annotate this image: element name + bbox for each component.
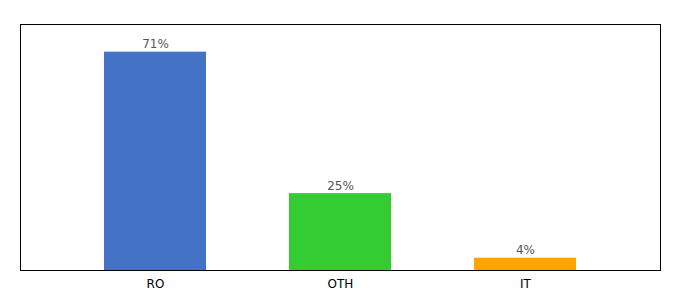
svg-text:71%: 71% bbox=[142, 37, 169, 51]
svg-text:4%: 4% bbox=[516, 243, 535, 257]
svg-text:25%: 25% bbox=[327, 179, 354, 193]
svg-text:IT: IT bbox=[520, 277, 532, 291]
svg-text:OTH: OTH bbox=[328, 277, 354, 291]
svg-text:RO: RO bbox=[147, 277, 165, 291]
